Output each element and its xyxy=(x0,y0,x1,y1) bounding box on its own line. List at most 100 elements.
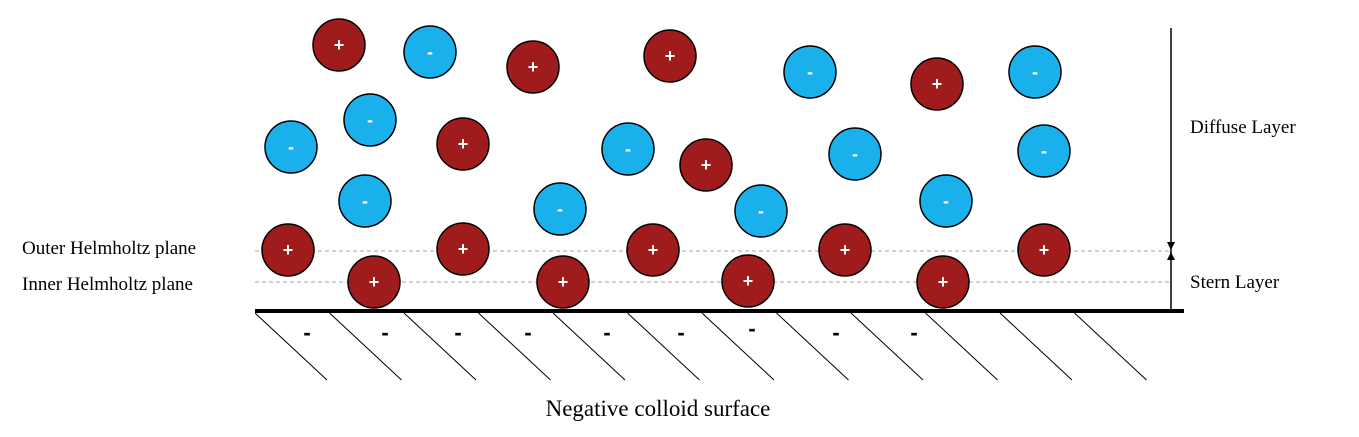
outer-helmholtz-plane-label: Outer Helmholtz plane xyxy=(22,238,196,259)
anion-circle xyxy=(919,174,973,228)
anion: - xyxy=(1017,124,1071,178)
arrow-up-icon xyxy=(1167,252,1175,260)
cation-circle xyxy=(436,222,490,276)
anion: - xyxy=(601,122,655,176)
plus-sign-icon: + xyxy=(369,272,380,292)
cation-circle xyxy=(910,57,964,111)
hatch-line xyxy=(478,312,551,381)
anion: - xyxy=(264,120,318,174)
surface-charge-minus: - xyxy=(748,316,755,341)
surface-charge-minus: - xyxy=(910,320,917,345)
minus-sign-icon: - xyxy=(1041,141,1047,161)
cation-circle xyxy=(818,223,872,277)
stern-layer-label: Stern Layer xyxy=(1190,272,1280,293)
anion: - xyxy=(403,25,457,79)
surface-charge-minus: - xyxy=(832,320,839,345)
hatch-line xyxy=(701,312,775,381)
hatch-line xyxy=(552,312,626,381)
anion-circle xyxy=(601,122,655,176)
surface-charge-minus: - xyxy=(677,320,684,345)
cation: + xyxy=(312,18,366,72)
anion: - xyxy=(338,174,392,228)
plus-sign-icon: + xyxy=(938,272,949,292)
cation-circle xyxy=(261,223,315,277)
inner-helmholtz-plane-label: Inner Helmholtz plane xyxy=(22,274,193,295)
plus-sign-icon: + xyxy=(458,134,469,154)
anion: - xyxy=(533,182,587,236)
cation-circle xyxy=(721,254,775,308)
hatch-line xyxy=(403,312,477,381)
cation: + xyxy=(506,40,560,94)
cation: + xyxy=(347,255,401,309)
plus-sign-icon: + xyxy=(1039,240,1050,260)
hatch-line xyxy=(329,312,402,381)
minus-sign-icon: - xyxy=(625,139,631,159)
anion: - xyxy=(734,184,788,238)
surface-charge-minus: - xyxy=(381,320,388,345)
minus-sign-icon: - xyxy=(362,191,368,211)
plus-sign-icon: + xyxy=(528,57,539,77)
anion: - xyxy=(828,127,882,181)
surface-charges-group: --------- xyxy=(303,316,917,345)
anion-circle xyxy=(1008,45,1062,99)
diffuse-layer-label: Diffuse Layer xyxy=(1190,117,1296,138)
cation-circle xyxy=(436,117,490,171)
plus-sign-icon: + xyxy=(932,74,943,94)
hatch-line xyxy=(627,312,700,381)
cation: + xyxy=(679,138,733,192)
minus-sign-icon: - xyxy=(852,144,858,164)
minus-sign-icon: - xyxy=(288,137,294,157)
cation-circle xyxy=(347,255,401,309)
plus-sign-icon: + xyxy=(334,35,345,55)
cation: + xyxy=(626,223,680,277)
surface-hatching xyxy=(254,312,1147,381)
plus-sign-icon: + xyxy=(701,155,712,175)
minus-sign-icon: - xyxy=(807,62,813,82)
cation: + xyxy=(1017,223,1071,277)
hatch-line xyxy=(925,312,998,381)
anion: - xyxy=(343,93,397,147)
surface-caption: Negative colloid surface xyxy=(546,396,771,421)
hatch-line xyxy=(776,312,849,381)
ions-group: + - + + - + - - - + - + - - - - - - + + + + + + + + + xyxy=(261,18,1071,309)
cation-circle xyxy=(536,255,590,309)
minus-sign-icon: - xyxy=(1032,62,1038,82)
surface-charge-minus: - xyxy=(303,320,310,345)
surface-charge-minus: - xyxy=(454,320,461,345)
anion-circle xyxy=(343,93,397,147)
anion-circle xyxy=(734,184,788,238)
minus-sign-icon: - xyxy=(367,110,373,130)
surface-charge-minus: - xyxy=(603,320,610,345)
minus-sign-icon: - xyxy=(758,201,764,221)
hatch-line xyxy=(850,312,924,381)
plus-sign-icon: + xyxy=(840,240,851,260)
minus-sign-icon: - xyxy=(427,42,433,62)
cation-circle xyxy=(626,223,680,277)
cation: + xyxy=(910,57,964,111)
anion-circle xyxy=(1017,124,1071,178)
anion-circle xyxy=(533,182,587,236)
cation-circle xyxy=(506,40,560,94)
cation-circle xyxy=(312,18,366,72)
minus-sign-icon: - xyxy=(557,199,563,219)
anion-circle xyxy=(783,45,837,99)
anion: - xyxy=(783,45,837,99)
arrow-down-icon xyxy=(1167,242,1175,250)
cation: + xyxy=(536,255,590,309)
cation: + xyxy=(818,223,872,277)
plus-sign-icon: + xyxy=(558,272,569,292)
cation: + xyxy=(436,117,490,171)
anion: - xyxy=(919,174,973,228)
surface-charge-minus: - xyxy=(524,320,531,345)
hatch-line xyxy=(999,312,1073,381)
hatch-line xyxy=(254,312,328,381)
anion: - xyxy=(1008,45,1062,99)
cation-circle xyxy=(643,29,697,83)
hatch-line xyxy=(1074,312,1147,381)
anion-circle xyxy=(828,127,882,181)
plus-sign-icon: + xyxy=(743,271,754,291)
plus-sign-icon: + xyxy=(648,240,659,260)
anion-circle xyxy=(264,120,318,174)
cation: + xyxy=(261,223,315,277)
